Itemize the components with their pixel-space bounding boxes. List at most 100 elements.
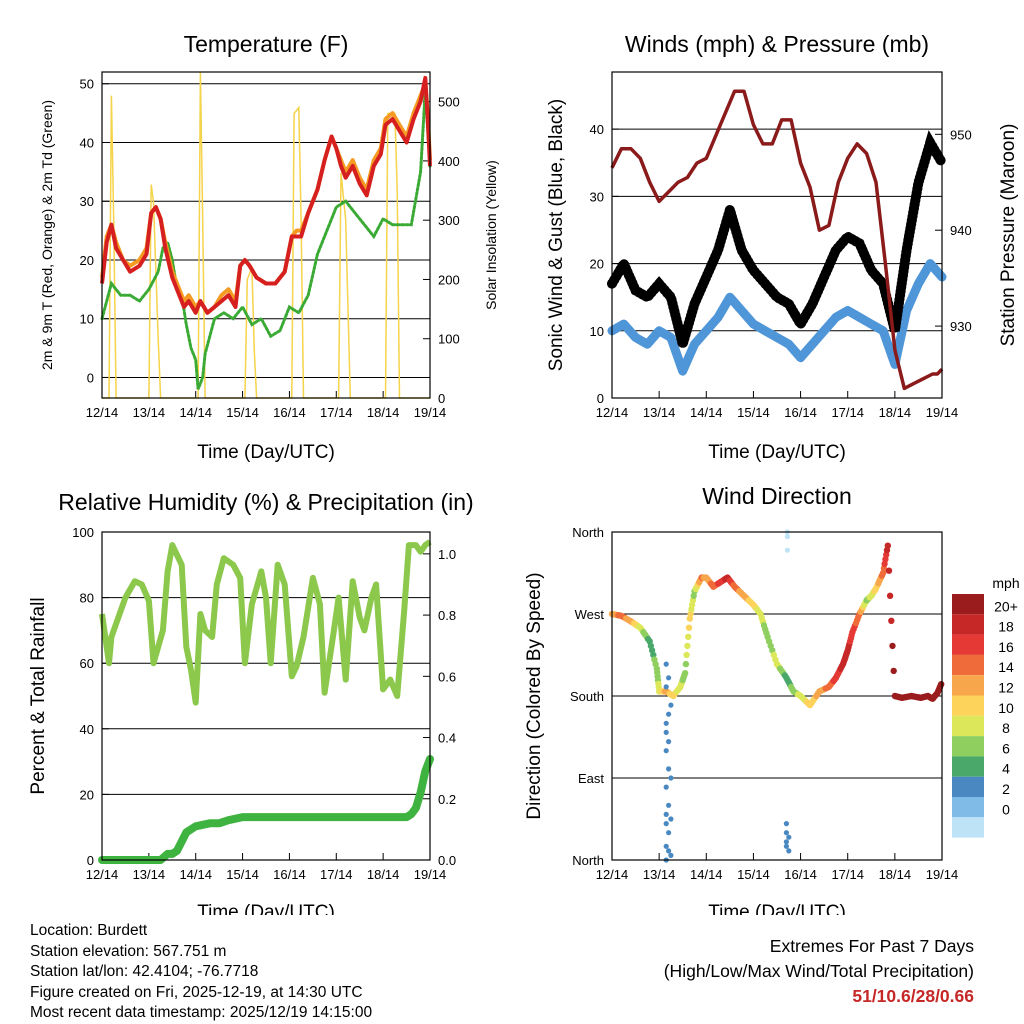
series-solar <box>102 71 430 399</box>
legend-swatch <box>952 736 984 757</box>
direction-point <box>666 711 672 717</box>
x-tick-label: 19/14 <box>414 867 447 882</box>
y2-tick-label: 100 <box>438 332 460 347</box>
x-tick-label: 15/14 <box>737 867 770 882</box>
y-tick-label: 40 <box>80 722 94 737</box>
station-location: Location: Burdett <box>30 922 148 939</box>
legend-swatch <box>952 675 984 696</box>
x-tick-label: 14/14 <box>179 405 212 420</box>
speed-legend: mph 20+ 18 16 14 12 10 8 6 4 2 0 <box>952 575 1020 838</box>
plot-frame <box>611 531 943 861</box>
y2-tick-label: 0 <box>438 391 445 406</box>
y-axis-label: Direction (Colored By Speed) <box>524 572 545 819</box>
direction-point <box>783 821 790 827</box>
y-tick-label: 10 <box>80 312 94 327</box>
direction-point <box>890 667 897 675</box>
x-tick-label: 16/14 <box>273 405 306 420</box>
chart-title: Temperature (F) <box>184 31 349 57</box>
series-gust-line <box>610 141 944 346</box>
direction-point <box>666 830 672 836</box>
winds-pressure-chart: 0 10 20 30 40 12/14 13/14 14/14 15/14 16/14 17/14 1… <box>546 31 1019 463</box>
legend-swatch <box>952 634 984 655</box>
direction-point <box>668 775 674 781</box>
x-tick-label: 13/14 <box>133 405 166 420</box>
y-axis-label: 2m & 9m T (Red, Orange) & 2m Td (Green) <box>39 100 55 370</box>
y2-tick-label: 400 <box>438 154 460 169</box>
humidity-precip-chart: 0 20 40 60 80 100 12/14 13/14 14/14 15/14 16/14 17/… <box>28 489 474 915</box>
y2-axis-label: Station Pressure (Maroon) <box>998 124 1019 347</box>
series-precip <box>98 755 434 864</box>
direction-point <box>663 661 669 667</box>
direction-point <box>786 834 792 840</box>
x-tick-label: 17/14 <box>831 867 864 882</box>
y-tick-label: South <box>570 689 604 704</box>
x-tick-label: 13/14 <box>643 867 676 882</box>
legend-label: 10 <box>998 700 1014 716</box>
x-axis-label: Time (Day/UTC) <box>197 442 335 463</box>
legend-swatch <box>952 776 984 797</box>
y-tick-label: 10 <box>590 324 604 339</box>
station-info: Location: Burdett Station elevation: 567… <box>30 921 372 1024</box>
y2-tick-label: 200 <box>438 272 460 287</box>
series-temp-2m <box>100 75 432 315</box>
y-tick-label: North <box>572 525 604 540</box>
y-axis-label: Sonic Wind & Gust (Blue, Black) <box>546 99 567 371</box>
direction-point <box>663 720 669 726</box>
legend-label: 0 <box>1002 801 1010 817</box>
y2-tick-label: 1.0 <box>438 547 456 562</box>
direction-point <box>663 684 669 690</box>
series-wind <box>607 259 947 376</box>
x-tick-label: 12/14 <box>596 867 629 882</box>
y2-tick-label: 500 <box>438 95 460 110</box>
chart-title: Wind Direction <box>702 483 852 509</box>
y2-axis-label: Solar Insolation (Yellow) <box>483 160 499 310</box>
direction-point <box>666 739 672 745</box>
direction-point <box>783 839 790 845</box>
legend-label: 2 <box>1002 781 1010 797</box>
x-tick-label: 14/14 <box>690 867 723 882</box>
y2-tick-label: 0.8 <box>438 608 456 623</box>
x-tick-label: 13/14 <box>643 405 676 420</box>
legend-label: 8 <box>1002 720 1010 736</box>
direction-point <box>684 642 691 650</box>
x-tick-label: 18/14 <box>367 867 400 882</box>
series-dewpoint <box>100 89 432 390</box>
direction-point <box>668 702 674 708</box>
y2-tick-label: 0.6 <box>438 669 456 684</box>
direction-point <box>663 748 669 754</box>
plot-frame <box>611 71 943 399</box>
direction-point <box>663 811 669 818</box>
x-axis-label: Time (Day/UTC) <box>708 902 846 915</box>
legend-swatch <box>952 695 984 716</box>
x-tick-label: 19/14 <box>926 867 959 882</box>
y-axis-label: Percent & Total Rainfall <box>28 597 49 794</box>
x-tick-label: 16/14 <box>273 867 306 882</box>
direction-point <box>685 624 693 631</box>
y2-tick-label: 300 <box>438 213 460 228</box>
legend-label: 18 <box>998 619 1014 635</box>
direction-point <box>668 852 674 859</box>
x-tick-label: 12/14 <box>86 405 119 420</box>
x-tick-label: 18/14 <box>879 405 912 420</box>
station-elevation: Station elevation: 567.751 m <box>30 942 227 960</box>
y2-tick-label: 0.4 <box>438 731 456 746</box>
figure-created: Figure created on Fri, 2025-12-19, at 14… <box>30 983 363 1001</box>
y-tick-label: East <box>578 771 604 786</box>
x-tick-label: 15/14 <box>737 405 770 420</box>
x-axis-label: Time (Day/UTC) <box>197 902 335 915</box>
direction-point <box>885 567 893 574</box>
direction-point <box>663 821 669 827</box>
x-tick-label: 12/14 <box>596 405 629 420</box>
extremes-values: 51/10.6/28/0.66 <box>852 986 974 1006</box>
x-axis-label: Time (Day/UTC) <box>708 442 846 463</box>
y-tick-label: 0 <box>597 391 604 406</box>
legend-swatch <box>952 614 984 635</box>
direction-point <box>666 675 672 681</box>
x-tick-label: 17/14 <box>320 405 353 420</box>
y2-tick-label: 930 <box>950 319 972 334</box>
x-tick-label: 19/14 <box>926 405 959 420</box>
legend-label: 6 <box>1002 740 1010 756</box>
extremes-title: Extremes For Past 7 Days <box>769 936 974 956</box>
